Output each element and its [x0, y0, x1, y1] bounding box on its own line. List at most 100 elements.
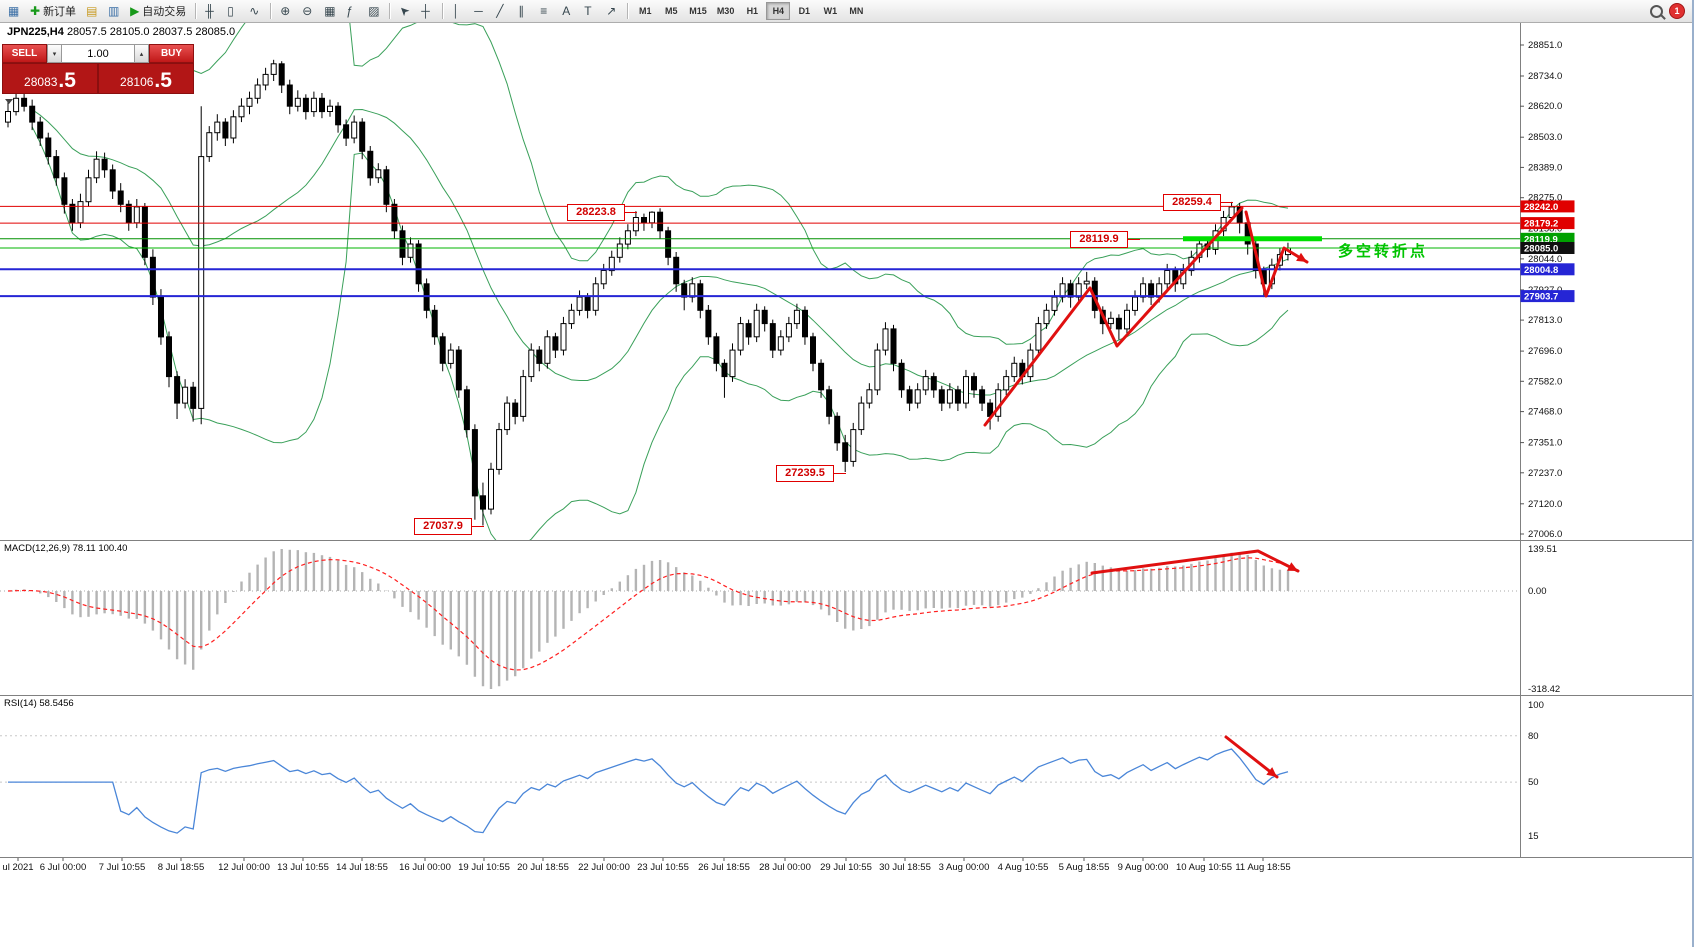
cursor-button[interactable]: ➤ — [395, 2, 415, 20]
volume-input[interactable] — [62, 44, 134, 63]
y-axis-label: 28734.0 — [1528, 71, 1562, 82]
text-icon: A — [562, 4, 571, 18]
templates-button[interactable]: ▨ — [364, 2, 384, 20]
channel-icon: ∥ — [518, 4, 525, 18]
candle — [101, 158, 108, 171]
trend-arrow[interactable] — [1224, 735, 1279, 779]
price-tag-28004.8: 28004.8 — [1520, 263, 1575, 276]
indicators-button[interactable]: ƒ — [342, 2, 362, 20]
buy-button[interactable]: BUY — [149, 44, 194, 63]
arrow-head — [1296, 252, 1307, 262]
fibonacci-button[interactable]: ≡ — [536, 2, 556, 20]
candle — [1011, 362, 1018, 378]
toolbar-right-group: 1 — [1650, 3, 1689, 19]
bb-upper-band — [31, 23, 1289, 345]
notification-badge[interactable]: 1 — [1669, 3, 1685, 19]
x-axis-label: 8 Jul 18:55 — [158, 862, 204, 873]
toolbar-separator — [270, 3, 272, 19]
timeframe-m5-button[interactable]: M5 — [659, 2, 683, 20]
zoom-in-button[interactable]: ⊕ — [276, 2, 296, 20]
trendline-button[interactable]: ╱ — [492, 2, 512, 20]
toolbar-separator — [627, 3, 629, 19]
timeframe-m1-button[interactable]: M1 — [633, 2, 657, 20]
svg-text:28242.0: 28242.0 — [1524, 202, 1558, 213]
trend-arrow[interactable] — [983, 206, 1244, 427]
channel-button[interactable]: ∥ — [514, 2, 534, 20]
candle — [665, 230, 672, 258]
line-chart-button[interactable]: ∿ — [245, 2, 265, 20]
timeframe-w1-button[interactable]: W1 — [818, 2, 842, 20]
candle — [77, 201, 84, 224]
y-axis-label: 27813.0 — [1528, 315, 1562, 326]
candle — [705, 309, 712, 338]
timeframe-mn-button[interactable]: MN — [844, 2, 868, 20]
candle — [391, 203, 398, 232]
candle — [182, 386, 189, 404]
price-annotation-label[interactable]: 27239.5 — [776, 465, 846, 482]
macd-scale-label: -318.42 — [1528, 684, 1560, 695]
candle — [649, 211, 655, 224]
x-axis-label: 23 Jul 10:55 — [637, 862, 689, 873]
crosshair-button[interactable]: ┼ — [417, 2, 437, 20]
horizontal-line-button[interactable]: ─ — [470, 2, 490, 20]
autotrading-button[interactable]: ▶ 自动交易 — [126, 2, 190, 20]
y-axis-label: 27468.0 — [1528, 407, 1562, 418]
search-icon[interactable] — [1650, 4, 1663, 18]
candle — [214, 121, 221, 134]
candle — [238, 105, 245, 118]
candle — [641, 217, 647, 224]
timeframe-m15-button[interactable]: M15 — [685, 2, 711, 20]
bar-chart-button[interactable]: ╫ — [201, 2, 221, 20]
y-axis-label: 28275.0 — [1528, 193, 1562, 204]
price-annotation-label[interactable]: 28259.4 — [1163, 194, 1233, 211]
candle — [793, 309, 800, 325]
timeframe-m30-button[interactable]: M30 — [713, 2, 739, 20]
candle — [375, 169, 382, 179]
new-order-button-label: 新订单 — [43, 6, 77, 18]
market-watch-button[interactable]: ▥ — [104, 2, 124, 20]
trend-arrow[interactable] — [1244, 210, 1309, 298]
candle — [584, 296, 591, 311]
sell-button[interactable]: SELL — [2, 44, 47, 63]
price-annotation-label[interactable]: 28119.9 — [1070, 231, 1140, 248]
candle — [753, 309, 760, 338]
tile-windows-icon: ▦ — [324, 4, 336, 18]
profiles-button[interactable]: ▤ — [82, 2, 102, 20]
text-button[interactable]: A — [558, 2, 578, 20]
arrows-tool-button[interactable]: ↗ — [602, 2, 622, 20]
macd-histogram — [14, 549, 1290, 689]
sell-price-display[interactable]: 28083.5 — [2, 63, 98, 94]
candle — [455, 349, 462, 391]
new-order-button[interactable]: ✚ 新订单 — [26, 2, 80, 20]
svg-text:28004.8: 28004.8 — [1524, 265, 1558, 276]
new-chart-button[interactable]: ▦ — [4, 2, 24, 20]
candle — [270, 63, 277, 75]
price-annotation-label[interactable]: 27037.9 — [414, 518, 484, 535]
candle — [206, 132, 213, 158]
candle — [528, 349, 535, 378]
timeframe-h1-button[interactable]: H1 — [740, 2, 764, 20]
autotrading-icon: ▶ — [130, 4, 140, 18]
horizontal-line-icon: ─ — [474, 4, 483, 18]
candle — [632, 217, 639, 232]
new-order-icon: ✚ — [30, 4, 41, 18]
timeframe-d1-button[interactable]: D1 — [792, 2, 816, 20]
volume-increase-button[interactable]: ▴ — [134, 44, 149, 63]
label-button[interactable]: T — [580, 2, 600, 20]
vertical-line-button[interactable]: │ — [448, 2, 468, 20]
x-axis-label: 20 Jul 18:55 — [517, 862, 569, 873]
buy-price-display[interactable]: 28106.5 — [98, 63, 194, 94]
tile-windows-button[interactable]: ▦ — [320, 2, 340, 20]
panel-collapse-icon[interactable] — [5, 99, 13, 104]
timeframe-h4-button[interactable]: H4 — [766, 2, 791, 20]
turning-point-annotation[interactable]: 多空转折点 — [1338, 243, 1429, 260]
volume-decrease-button[interactable]: ▾ — [47, 44, 62, 63]
trend-arrow[interactable] — [1090, 549, 1300, 575]
zoom-out-button[interactable]: ⊖ — [298, 2, 318, 20]
candle — [1115, 317, 1122, 330]
candlestick-chart-button[interactable]: ▯ — [223, 2, 243, 20]
arrow-head — [1266, 767, 1277, 777]
candle — [512, 402, 519, 417]
price-annotation-label[interactable]: 28223.8 — [567, 204, 637, 221]
